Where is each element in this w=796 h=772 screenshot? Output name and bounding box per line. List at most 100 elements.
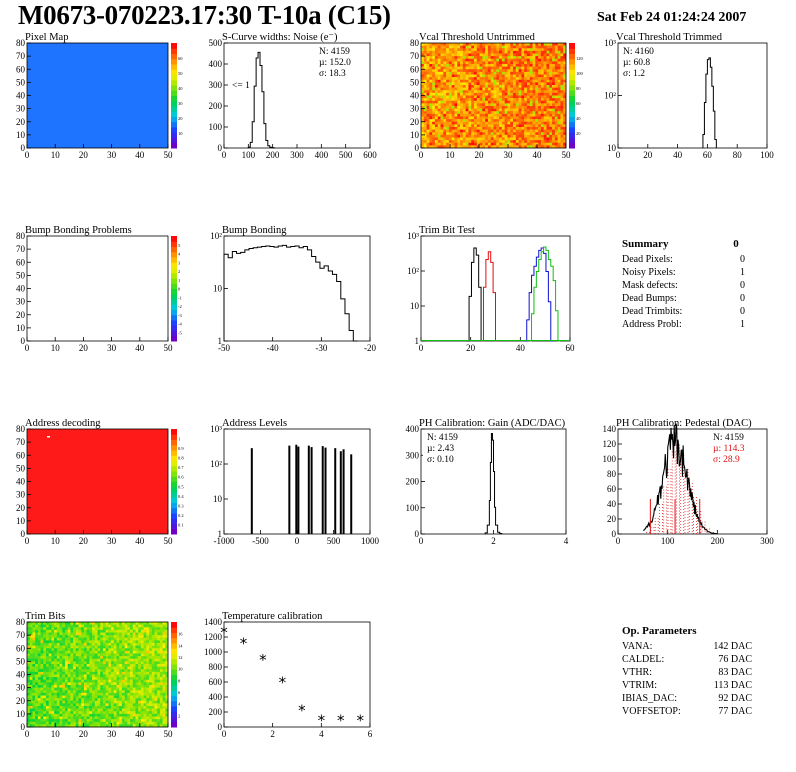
heatmap-cell (100, 713, 104, 717)
heatmap-cell (457, 116, 461, 120)
heatmap-cell (56, 692, 60, 696)
heatmap-cell (482, 103, 486, 107)
heatmap-cell (35, 708, 39, 712)
y-tick-label: 50 (410, 77, 420, 87)
fill-dot (678, 477, 680, 479)
heatmap-cell (97, 685, 101, 688)
heatmap-cell (460, 127, 464, 130)
heatmap-cell (518, 98, 522, 102)
heatmap-cell (92, 685, 96, 688)
heatmap-cell (515, 58, 519, 62)
x-tick-label: 300 (290, 150, 304, 160)
heatmap-cell (143, 637, 147, 641)
heatmap-cell (67, 640, 71, 644)
stats-line: N: 4159 (427, 433, 458, 443)
heatmap-cell (471, 137, 475, 141)
heatmap-cell (440, 111, 444, 115)
heatmap-cell (429, 69, 433, 73)
heatmap-cell (524, 48, 528, 52)
heatmap-cell (434, 85, 439, 88)
fill-dot (675, 486, 677, 488)
fill-dot (683, 521, 685, 522)
heatmap-cell (94, 622, 98, 625)
heatmap-cell (473, 45, 478, 49)
heatmap-cell (429, 124, 433, 128)
heatmap-cell (56, 708, 60, 712)
heatmap-cell (510, 142, 514, 146)
heatmap-cell (135, 632, 139, 636)
heatmap-cell (64, 700, 68, 704)
heatmap-cell (97, 679, 101, 683)
fill-dot (691, 504, 693, 505)
heatmap-cell (446, 106, 450, 109)
heatmap-cell (37, 656, 41, 660)
heatmap-cell (440, 113, 444, 117)
heatmap-cell (54, 695, 58, 699)
heatmap-cell (100, 671, 104, 675)
heatmap-cell (515, 140, 519, 144)
fill-dot (687, 475, 689, 476)
heatmap-cell (116, 706, 120, 709)
heatmap-cell (27, 682, 31, 686)
y-tick-label: 10 (607, 143, 617, 153)
heatmap-cell (443, 111, 447, 115)
heatmap-cell (451, 85, 455, 88)
heatmap-cell (59, 643, 63, 646)
heatmap-cell (100, 629, 104, 633)
heatmap-cell (434, 119, 439, 123)
heatmap-cell (482, 85, 486, 88)
palette-cell (171, 444, 177, 451)
heatmap-cell (159, 637, 163, 641)
heatmap-cell (48, 682, 52, 686)
heatmap-cell (434, 43, 439, 46)
heatmap-cell (482, 127, 486, 130)
heatmap-cell (108, 708, 112, 712)
heatmap-cell (460, 116, 464, 120)
heatmap-cell (538, 50, 542, 54)
heatmap-cell (127, 671, 131, 675)
heatmap-cell (432, 56, 436, 60)
heatmap-cell (73, 653, 77, 657)
fill-dot (691, 507, 693, 508)
heatmap-cell (465, 103, 469, 107)
x-tick-label: 200 (711, 536, 725, 546)
heatmap-cell (429, 100, 433, 104)
heatmap-cell (476, 116, 480, 120)
heatmap-cell (127, 664, 131, 667)
heatmap-cell (504, 95, 508, 99)
heatmap-cell (490, 124, 494, 128)
histogram-bar (295, 444, 298, 534)
heatmap-cell (35, 632, 39, 636)
heatmap-cell (157, 703, 161, 707)
heatmap-cell (454, 145, 458, 149)
heatmap-cell (78, 700, 82, 704)
heatmap-cell (97, 695, 101, 699)
heatmap-cell (473, 74, 478, 78)
heatmap-cell (81, 664, 85, 667)
heatmap-cell (113, 629, 117, 633)
heatmap-cell (48, 656, 52, 660)
fill-dot (663, 504, 665, 506)
heatmap-cell (73, 713, 77, 717)
heatmap-cell (513, 124, 517, 128)
fill-dot (661, 525, 663, 526)
heatmap-cell (100, 666, 104, 670)
heatmap-cell (67, 724, 71, 728)
heatmap-cell (113, 650, 117, 654)
heatmap-cell (113, 685, 117, 688)
heatmap-cell (504, 58, 508, 62)
heatmap-cell (143, 679, 147, 683)
heatmap-cell (496, 98, 500, 102)
heatmap-cell (434, 100, 439, 104)
heatmap-cell (146, 640, 150, 644)
heatmap-cell (100, 679, 104, 683)
fill-dot (667, 511, 669, 512)
heatmap-cell (73, 622, 77, 625)
heatmap-cell (132, 703, 136, 707)
heatmap-cell (490, 64, 494, 67)
heatmap-cell (524, 108, 528, 112)
heatmap-cell (100, 658, 104, 662)
heatmap-cell (37, 711, 41, 715)
heatmap-cell (443, 106, 447, 109)
heatmap-cell (40, 679, 44, 683)
